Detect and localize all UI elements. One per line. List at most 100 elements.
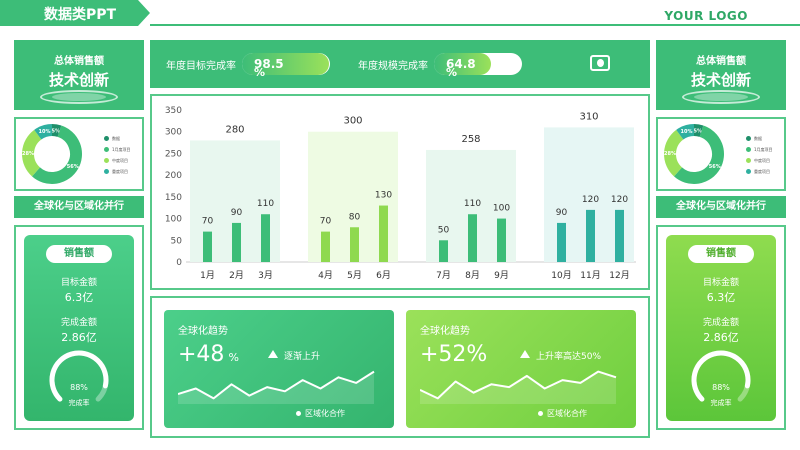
trend-card-1: 全球化趋势 +48% 逐渐上升 区域化合作 (164, 310, 394, 428)
donut-slice-label: 28% (664, 151, 676, 157)
x-tick-label: 1月 (200, 270, 215, 281)
bar-value-label: 120 (582, 195, 599, 205)
trend-card-2: 全球化趋势 +52% 上升率高达50% 区域化合作 (406, 310, 636, 428)
donut-slice-label: 10% (39, 129, 51, 135)
trend-1-sparkline (178, 370, 375, 404)
trend-2-sparkline (420, 370, 617, 404)
legend-label: 中度项目 (112, 157, 128, 163)
header-banner (0, 0, 150, 26)
trend-1-unit: % (228, 351, 239, 364)
quarter-total-label: 300 (343, 116, 362, 127)
logo: YOUR LOGO (664, 9, 748, 23)
left-sales-pill: 销售额 (46, 245, 112, 263)
y-tick-label: 300 (165, 128, 182, 138)
x-tick-label: 9月 (494, 270, 509, 281)
monthly-bar-chart-panel: 0 50 100 150 200 250 300 350 280 70 1月 90 2月 110 3月 300… (150, 94, 650, 290)
bar-value-label: 80 (349, 212, 361, 222)
legend-swatch (746, 147, 751, 152)
quarter-total-label: 258 (461, 134, 480, 145)
x-tick-label: 12月 (609, 270, 629, 281)
x-tick-label: 7月 (436, 270, 451, 281)
legend-label: 中度项目 (754, 157, 770, 163)
donut-slice (664, 129, 684, 177)
month-bar (497, 218, 506, 262)
legend-item: 1月度项目 (104, 144, 131, 155)
donut-slice (51, 124, 62, 137)
left-rate-label: 完成率 (68, 399, 90, 407)
right-donut-legend: 数据 1月度项目 中度项目 重度项目 (746, 133, 773, 177)
legend-item: 重度项目 (104, 166, 131, 177)
left-target-label: 目标金额 (60, 278, 97, 288)
annual-target-fill (242, 53, 329, 75)
legend-swatch (104, 136, 109, 141)
annual-target-progress: 98.5 (242, 53, 330, 75)
up-arrow-icon (520, 350, 530, 358)
page-title: 数据类PPT (44, 7, 117, 23)
right-rate-label: 完成率 (710, 399, 732, 407)
left-strip: 全球化与区域化并行 (14, 196, 144, 218)
month-bar (586, 209, 595, 262)
trend-1-foot-text: 区域化合作 (305, 409, 345, 418)
legend-label: 1月度项目 (754, 146, 773, 152)
donut-slice (693, 124, 704, 137)
x-tick-label: 6月 (376, 270, 391, 281)
x-tick-label: 2月 (229, 270, 244, 281)
x-tick-label: 4月 (318, 270, 333, 281)
right-donut-panel: 5% 56% 28% 10% 数据 1月度项目 中度项目 重度项目 (656, 117, 786, 191)
legend-swatch (104, 169, 109, 174)
donut-slice-label: 10% (681, 129, 693, 135)
legend-item: 中度项目 (746, 155, 773, 166)
right-done-label: 完成金额 (702, 318, 739, 328)
sparkline-area (178, 371, 374, 404)
bar-value-label: 110 (257, 199, 274, 209)
month-bar (350, 227, 359, 262)
y-tick-label: 100 (165, 215, 182, 225)
month-bar (615, 209, 624, 262)
right-title-big: 技术创新 (690, 71, 751, 89)
legend-item: 重度项目 (746, 166, 773, 177)
x-tick-label: 10月 (551, 270, 571, 281)
trend-1-number: +48 (178, 342, 225, 367)
trend-panel: 全球化趋势 +48% 逐渐上升 区域化合作 全球化趋势 +52% 上升率高达50… (150, 296, 650, 438)
trend-2-foot: 区域化合作 (538, 408, 587, 419)
left-gauge (49, 350, 109, 402)
platform-decoration-inner (52, 93, 106, 101)
y-tick-label: 50 (171, 236, 183, 246)
right-sales-pill: 销售额 (688, 245, 754, 263)
trend-2-text: 上升率高达50% (536, 352, 602, 362)
sparkline-area (420, 371, 616, 404)
left-donut-legend: 数据 1月度项目 中度项目 重度项目 (104, 133, 131, 177)
kpi-bar: 年度目标完成率 98.5 % 年度规模完成率 64.8 % (150, 40, 650, 88)
legend-swatch (746, 136, 751, 141)
bar-value-label: 130 (375, 191, 392, 201)
trend-2-number: +52% (420, 342, 488, 367)
month-bar (468, 214, 477, 262)
money-icon (590, 55, 610, 71)
right-donut-chart: 5% 56% 28% 10% (664, 124, 724, 184)
right-strip: 全球化与区域化并行 (656, 196, 786, 218)
legend-swatch (746, 158, 751, 163)
left-title-card: 总体销售额 技术创新 (14, 40, 144, 110)
monthly-bar-chart: 0 50 100 150 200 250 300 350 280 70 1月 90 2月 110 3月 300… (165, 106, 636, 281)
month-bar (379, 205, 388, 262)
annual-target-label: 年度目标完成率 (166, 61, 236, 72)
y-tick-label: 200 (165, 171, 182, 181)
header-divider (150, 24, 800, 26)
left-rate-pct: 88% (70, 383, 88, 392)
right-target-label: 目标金额 (702, 278, 739, 288)
trend-2-title: 全球化趋势 (420, 326, 470, 337)
legend-swatch (104, 158, 109, 163)
trend-2-value: +52% (420, 342, 491, 367)
y-tick-label: 0 (176, 258, 182, 268)
left-title-small: 总体销售额 (54, 56, 104, 67)
right-sales-card: 销售额 目标金额 6.3亿 完成金额 2.86亿 88% 完成率 (666, 235, 776, 421)
x-tick-label: 3月 (258, 270, 273, 281)
left-sales-card: 销售额 目标金额 6.3亿 完成金额 2.86亿 88% 完成率 (24, 235, 134, 421)
dot-icon (296, 411, 301, 416)
annual-scale-progress: 64.8 (434, 53, 522, 75)
right-sales-panel: 销售额 目标金额 6.3亿 完成金额 2.86亿 88% 完成率 (656, 225, 786, 430)
y-tick-label: 350 (165, 106, 182, 116)
left-donut-chart: 5% 56% 28% 10% (22, 124, 82, 184)
legend-swatch (746, 169, 751, 174)
left-done-value: 2.86亿 (61, 331, 97, 344)
